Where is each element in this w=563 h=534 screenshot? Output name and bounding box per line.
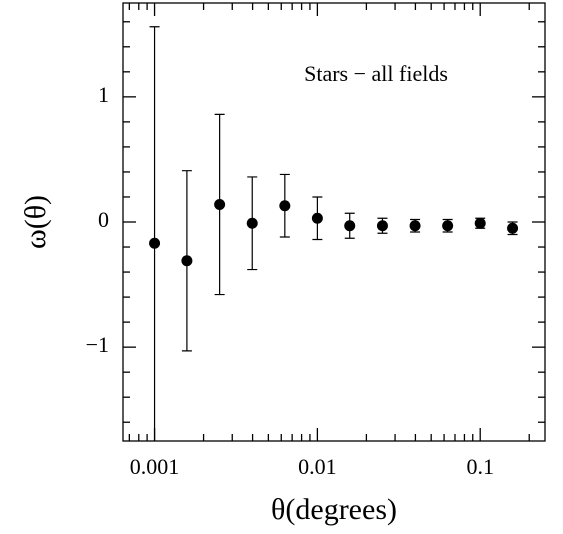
- x-tick-label: 0.001: [130, 454, 180, 479]
- point: [149, 237, 161, 249]
- point: [311, 212, 323, 224]
- x-tick-label: 0.1: [466, 454, 494, 479]
- point: [442, 220, 454, 232]
- point: [344, 220, 356, 232]
- plot-area: [149, 26, 519, 441]
- y-tick-label: 1: [98, 82, 109, 107]
- point: [279, 200, 291, 212]
- y-tick-label: −1: [86, 332, 109, 357]
- point: [181, 255, 193, 267]
- point: [214, 198, 226, 210]
- point: [409, 220, 421, 232]
- point: [376, 220, 388, 232]
- y-tick-label: 0: [98, 207, 109, 232]
- point: [474, 217, 486, 229]
- point: [246, 217, 258, 229]
- y-axis-label: ω(θ): [19, 195, 52, 249]
- x-tick-label: 0.01: [298, 454, 337, 479]
- point: [507, 222, 519, 234]
- x-axis-label: θ(degrees): [271, 493, 397, 526]
- annotation: Stars − all fields: [304, 61, 448, 86]
